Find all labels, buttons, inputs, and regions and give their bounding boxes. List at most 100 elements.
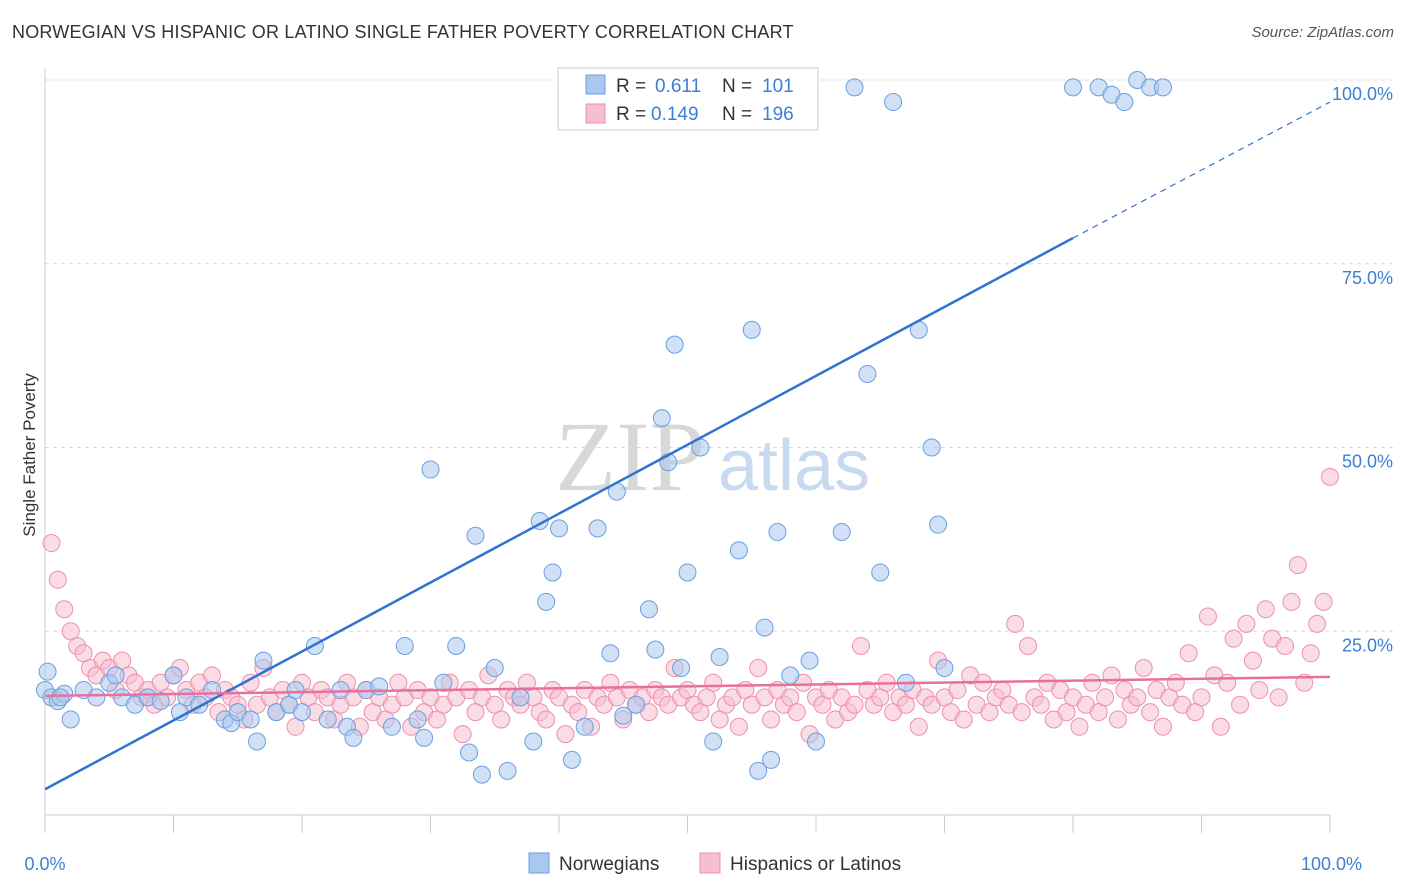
data-point-norwegians xyxy=(543,563,562,582)
data-point-norwegians xyxy=(678,563,697,582)
data-point-norwegians xyxy=(1153,78,1172,97)
legend-hispanics-label: Hispanics or Latinos xyxy=(730,854,901,875)
data-point-hispanics xyxy=(1108,710,1127,729)
data-point-hispanics xyxy=(1166,673,1185,692)
data-point-hispanics xyxy=(954,710,973,729)
stats-norwegians-r-value: 0.611 xyxy=(655,76,701,97)
stats-hispanics-r-label: R = xyxy=(616,104,646,125)
data-point-hispanics xyxy=(1134,659,1153,677)
data-point-norwegians xyxy=(61,710,80,729)
data-point-norwegians xyxy=(498,761,517,780)
watermark: ZIP atlas xyxy=(555,401,870,512)
data-point-norwegians xyxy=(749,761,768,780)
data-point-hispanics xyxy=(1224,629,1243,648)
legend-hispanics-swatch xyxy=(699,852,721,874)
data-point-hispanics xyxy=(1314,592,1333,611)
data-point-norwegians xyxy=(485,659,504,677)
data-point-norwegians xyxy=(755,618,774,637)
data-point-hispanics xyxy=(1256,600,1275,619)
y-tick-label: 50.0% xyxy=(1342,452,1393,472)
legend-norwegians-label: Norwegians xyxy=(559,854,659,875)
data-point-norwegians xyxy=(164,666,183,685)
data-point-norwegians xyxy=(742,320,761,339)
data-point-norwegians xyxy=(38,662,57,681)
y-tick-label: 100.0% xyxy=(1332,84,1393,104)
data-point-norwegians xyxy=(408,710,427,729)
data-point-norwegians xyxy=(845,78,864,97)
data-point-norwegians xyxy=(524,732,543,751)
data-point-hispanics xyxy=(1308,614,1327,633)
data-point-hispanics xyxy=(537,710,556,729)
data-point-hispanics xyxy=(1218,673,1237,692)
data-point-hispanics xyxy=(1198,607,1217,626)
data-point-norwegians xyxy=(601,644,620,663)
data-point-norwegians xyxy=(762,750,781,769)
data-point-hispanics xyxy=(1006,614,1025,633)
data-point-norwegians xyxy=(537,592,556,611)
stats-norwegians-n-value: 101 xyxy=(762,76,794,97)
data-point-norwegians xyxy=(1064,78,1082,97)
data-point-norwegians xyxy=(151,692,170,711)
data-point-hispanics xyxy=(749,659,768,677)
data-point-norwegians xyxy=(466,526,485,545)
data-point-hispanics xyxy=(1243,651,1262,670)
data-point-hispanics xyxy=(787,703,806,722)
data-point-norwegians xyxy=(382,717,401,736)
data-point-norwegians xyxy=(768,523,787,542)
data-point-norwegians xyxy=(106,666,125,685)
data-point-norwegians xyxy=(922,438,941,457)
data-point-hispanics xyxy=(1231,695,1250,714)
data-point-hispanics xyxy=(1083,673,1102,692)
data-point-hispanics xyxy=(1192,688,1211,707)
stats-hispanics-r-value: 0.149 xyxy=(651,104,699,125)
data-point-norwegians xyxy=(652,409,671,428)
data-point-norwegians xyxy=(588,519,607,538)
data-point-norwegians xyxy=(729,541,748,560)
data-point-norwegians xyxy=(1115,93,1134,112)
data-point-hispanics xyxy=(845,695,864,714)
data-point-hispanics xyxy=(1269,688,1288,707)
watermark-atlas: atlas xyxy=(718,426,870,506)
data-point-norwegians xyxy=(331,681,350,700)
data-point-norwegians xyxy=(858,365,877,383)
data-point-norwegians xyxy=(646,640,665,659)
data-point-hispanics xyxy=(1070,717,1089,736)
data-point-hispanics xyxy=(851,636,870,655)
data-point-hispanics xyxy=(1096,688,1115,707)
data-point-norwegians xyxy=(614,706,633,725)
data-point-hispanics xyxy=(1250,681,1269,700)
legend: Norwegians Hispanics or Latinos xyxy=(528,852,901,875)
stats-norwegians-r-label: R = xyxy=(616,76,646,97)
data-point-hispanics xyxy=(1019,636,1038,655)
data-point-norwegians xyxy=(710,647,729,666)
data-point-hispanics xyxy=(1321,467,1339,486)
data-point-norwegians xyxy=(293,703,311,722)
data-point-norwegians xyxy=(415,728,434,747)
data-point-norwegians xyxy=(871,563,890,582)
data-point-hispanics xyxy=(1128,688,1147,707)
data-point-norwegians xyxy=(665,335,684,354)
data-point-hispanics xyxy=(453,725,472,744)
data-point-hispanics xyxy=(42,534,61,553)
stats-box: R = 0.611 N = 101 R = 0.149 N = 196 xyxy=(557,67,819,131)
y-tick-label: 25.0% xyxy=(1342,635,1393,655)
data-point-norwegians xyxy=(370,677,389,696)
trend-lines xyxy=(44,101,1331,791)
data-point-hispanics xyxy=(1031,695,1050,714)
data-point-hispanics xyxy=(1012,703,1031,722)
data-point-norwegians xyxy=(672,659,691,677)
data-point-hispanics xyxy=(1276,636,1295,655)
trend-line-norwegians-extension xyxy=(1072,101,1331,239)
data-point-norwegians xyxy=(704,732,723,751)
data-point-hispanics xyxy=(948,681,967,700)
data-point-norwegians xyxy=(550,519,568,538)
data-point-hispanics xyxy=(1237,614,1256,633)
data-point-hispanics xyxy=(492,710,511,729)
data-point-norwegians xyxy=(807,732,825,751)
chart-title: NORWEGIAN VS HISPANIC OR LATINO SINGLE F… xyxy=(12,22,794,42)
trend-line-norwegians xyxy=(44,236,1074,791)
data-point-hispanics xyxy=(1288,556,1307,575)
legend-norwegians-swatch xyxy=(528,852,550,874)
stats-norwegians-swatch xyxy=(585,74,606,95)
